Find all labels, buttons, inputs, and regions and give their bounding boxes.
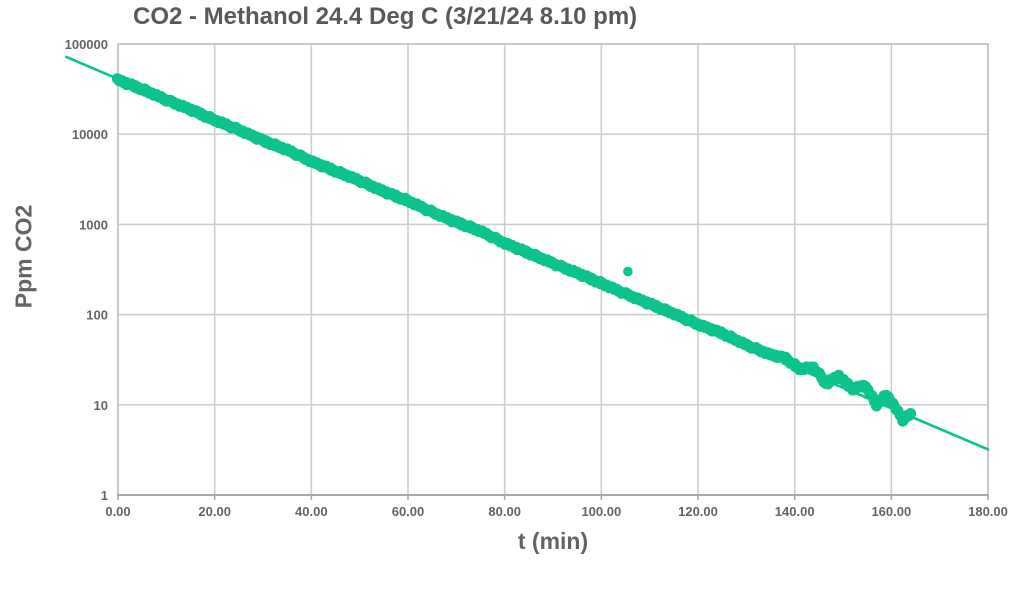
co2-readings-band	[111, 73, 917, 427]
y-tick-label: 1000	[79, 217, 108, 232]
y-tick-label: 1	[101, 488, 108, 503]
x-tick-label: 40.00	[295, 504, 328, 519]
x-tick-label: 100.00	[581, 504, 621, 519]
x-tick-label: 0.00	[105, 504, 130, 519]
y-tick-label: 100	[86, 308, 108, 323]
x-tick-label: 160.00	[871, 504, 911, 519]
x-tick-label: 140.00	[775, 504, 815, 519]
y-tick-label: 10000	[72, 127, 108, 142]
x-axis-label: t (min)	[517, 528, 589, 554]
x-tick-label: 20.00	[198, 504, 231, 519]
y-tick-label: 100000	[65, 37, 108, 52]
x-tick-label: 120.00	[678, 504, 718, 519]
x-tick-label: 60.00	[392, 504, 425, 519]
outlier-point	[623, 266, 633, 277]
chart-title: CO2 - Methanol 24.4 Deg C (3/21/24 8.10 …	[133, 3, 638, 30]
x-tick-label: 180.00	[968, 504, 1008, 519]
exponential-trend-line	[64, 55, 990, 451]
x-tick-label: 80.00	[488, 504, 521, 519]
y-tick-label: 10	[94, 398, 108, 413]
